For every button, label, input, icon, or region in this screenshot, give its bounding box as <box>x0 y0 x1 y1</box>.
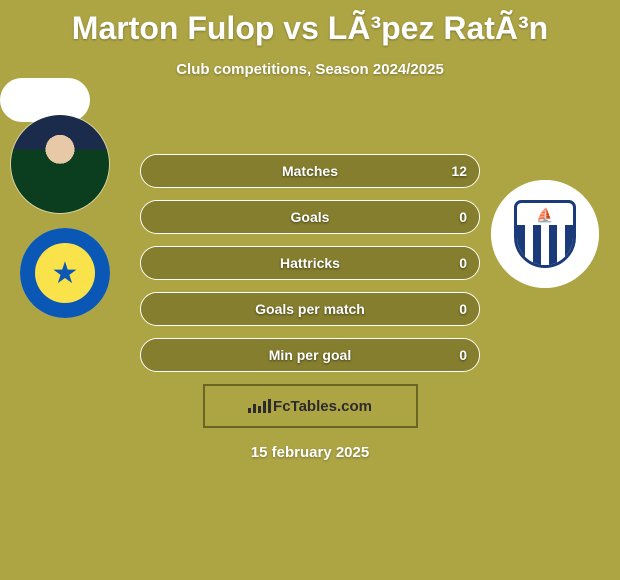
asteras-badge: ★ <box>20 228 110 318</box>
stats-list: Matches 12 Goals 0 Hattricks 0 Goals per… <box>140 154 480 372</box>
stat-label: Matches <box>141 155 479 187</box>
ship-icon: ⛵ <box>525 207 565 225</box>
player1-photo-placeholder <box>11 115 109 213</box>
stat-right-value: 0 <box>459 247 467 279</box>
stat-row-goals: Goals 0 <box>140 200 480 234</box>
date: 15 february 2025 <box>0 444 620 461</box>
lamia-shield: ⛵ <box>514 200 576 268</box>
brand-box[interactable]: FcTables.com <box>203 384 418 428</box>
lamia-badge: ⛵ <box>491 180 599 288</box>
stat-right-value: 0 <box>459 201 467 233</box>
player1-photo <box>10 114 110 214</box>
stat-right-value: 0 <box>459 293 467 325</box>
stat-label: Hattricks <box>141 247 479 279</box>
stat-label: Goals per match <box>141 293 479 325</box>
stat-row-matches: Matches 12 <box>140 154 480 188</box>
club2-logo: ⛵ <box>491 180 599 288</box>
bar-chart-icon <box>248 399 271 413</box>
stat-label: Min per goal <box>141 339 479 371</box>
brand-text: FcTables.com <box>273 398 372 415</box>
stat-label: Goals <box>141 201 479 233</box>
stat-right-value: 12 <box>451 155 467 187</box>
stat-row-goals-per-match: Goals per match 0 <box>140 292 480 326</box>
stat-right-value: 0 <box>459 339 467 371</box>
club1-logo: ★ <box>20 228 110 318</box>
stat-row-min-per-goal: Min per goal 0 <box>140 338 480 372</box>
lamia-stripes <box>517 225 573 265</box>
page-title: Marton Fulop vs LÃ³pez RatÃ³n <box>0 0 620 47</box>
subtitle: Club competitions, Season 2024/2025 <box>0 61 620 78</box>
stat-row-hattricks: Hattricks 0 <box>140 246 480 280</box>
star-icon: ★ <box>35 243 95 303</box>
